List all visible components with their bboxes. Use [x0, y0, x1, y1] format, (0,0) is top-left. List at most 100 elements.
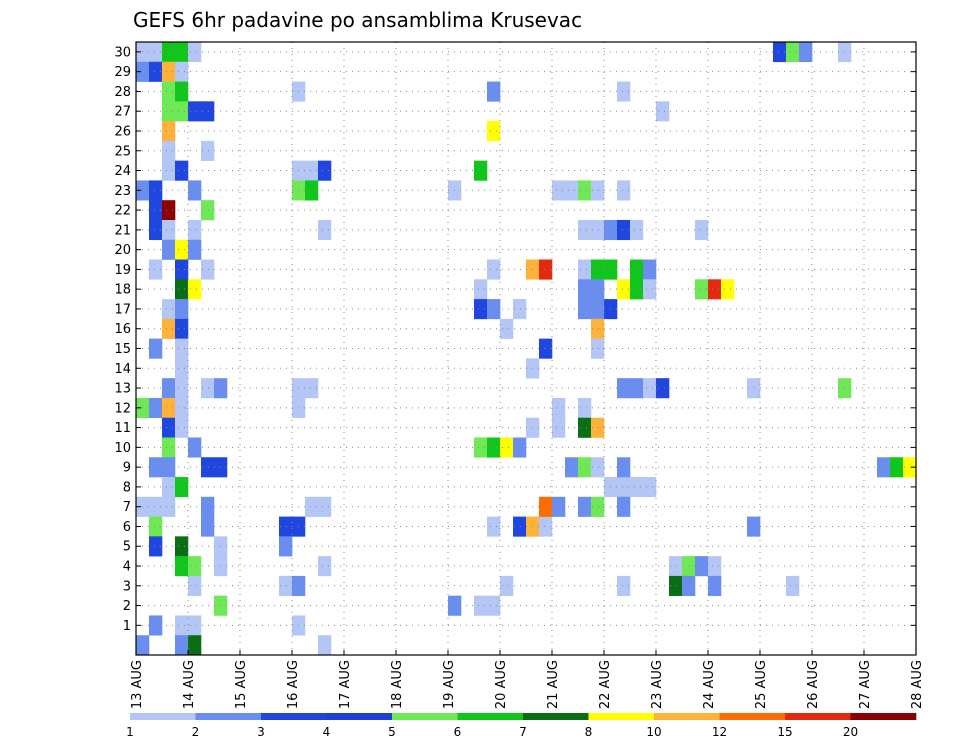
- heatmap-cell: [539, 259, 553, 280]
- colorbar-swatch: [326, 713, 393, 720]
- heatmap-cell: [591, 338, 605, 359]
- heatmap-cell: [279, 575, 293, 596]
- heatmap-cell: [175, 299, 189, 320]
- heatmap-cell: [175, 556, 189, 577]
- heatmap-cell: [786, 42, 800, 63]
- y-tick-label: 17: [114, 302, 131, 317]
- y-tick-label: 25: [114, 144, 131, 159]
- heatmap-cell: [162, 318, 176, 339]
- x-tick-label: 20 AUG: [494, 660, 509, 709]
- heatmap-cell: [188, 239, 202, 260]
- heatmap-cell: [591, 219, 605, 241]
- heatmap-cell: [474, 160, 488, 181]
- x-tick-label: 21 AUG: [546, 660, 561, 709]
- heatmap-cell: [708, 279, 722, 300]
- colorbar-label: 5: [388, 725, 396, 739]
- heatmap-cell: [877, 457, 891, 478]
- heatmap-cell: [695, 219, 709, 241]
- grid-lines: [136, 42, 916, 655]
- heatmap-cell: [552, 180, 566, 201]
- heatmap-cell: [708, 575, 722, 596]
- colorbar-swatch: [719, 713, 786, 720]
- heatmap-cell: [149, 536, 163, 557]
- heatmap-cell: [279, 516, 293, 537]
- heatmap-cell: [695, 556, 709, 577]
- y-tick-label: 23: [114, 184, 131, 199]
- heatmap-cell: [513, 437, 527, 458]
- heatmap-cell: [786, 575, 800, 596]
- heatmap-cell: [201, 378, 215, 399]
- heatmap-cell: [188, 42, 202, 63]
- y-tick-label: 27: [114, 105, 131, 120]
- heatmap-cell: [188, 180, 202, 201]
- colorbar-swatch: [457, 713, 524, 720]
- heatmap-cell: [591, 259, 605, 280]
- heatmap-cell: [149, 200, 163, 221]
- colorbar-label: 8: [585, 725, 593, 739]
- x-axis: 13 AUG 14 AUG 15 AUG 16 AUG 17 AUG 18 AUG 19 A…: [130, 650, 925, 709]
- heatmap-cell: [188, 615, 202, 636]
- colorbar-label: 6: [454, 725, 462, 739]
- heatmap-cell: [578, 219, 592, 241]
- heatmap-cell: [175, 536, 189, 557]
- y-tick-label: 30: [114, 45, 131, 60]
- y-tick-label: 13: [114, 382, 131, 397]
- heatmap-cell: [617, 477, 631, 498]
- heatmap-cell: [474, 437, 488, 458]
- heatmap-cell: [188, 279, 202, 300]
- heatmap-cell: [630, 279, 644, 300]
- colorbar-swatch: [785, 713, 851, 720]
- y-tick-label: 3: [123, 579, 131, 594]
- heatmap-cell: [591, 496, 605, 517]
- heatmap-cell: [318, 160, 332, 181]
- colorbar: 1 2 3 4 5 6 7 8 10 12 15 20: [126, 713, 917, 739]
- heatmap-cell: [578, 180, 592, 201]
- heatmap-cell: [630, 378, 644, 399]
- heatmap-cell: [773, 42, 787, 63]
- heatmap-cell: [591, 318, 605, 339]
- heatmap-cell: [617, 378, 631, 399]
- x-tick-label: 13 AUG: [130, 660, 145, 709]
- y-tick-label: 18: [114, 283, 131, 298]
- heatmap-cell: [162, 477, 176, 498]
- y-tick-label: 28: [114, 85, 131, 100]
- heatmap-cell: [149, 180, 163, 201]
- heatmap-cell: [487, 437, 501, 458]
- heatmap-cell: [175, 81, 189, 102]
- heatmap-cell: [578, 299, 592, 320]
- colorbar-swatch: [392, 713, 458, 720]
- heatmap-cell: [617, 457, 631, 478]
- x-tick-label: 15 AUG: [234, 660, 249, 709]
- y-tick-label: 15: [114, 342, 131, 357]
- heatmap-cell: [591, 417, 605, 438]
- x-tick-label: 18 AUG: [390, 660, 405, 709]
- y-tick-label: 16: [114, 322, 131, 337]
- heatmap-cell: [617, 496, 631, 517]
- heatmap-cell: [591, 279, 605, 300]
- heatmap-cell: [318, 556, 332, 577]
- heatmap-cell: [591, 457, 605, 478]
- heatmap-cell: [617, 180, 631, 201]
- heatmap-cell: [578, 259, 592, 280]
- heatmap-cell: [487, 299, 501, 320]
- x-tick-label: 24 AUG: [702, 660, 717, 709]
- heatmap-cell: [539, 338, 553, 359]
- colorbar-label: 12: [712, 725, 727, 739]
- heatmap-cell: [695, 279, 709, 300]
- heatmap-cell: [175, 397, 189, 419]
- heatmap-cell: [500, 318, 514, 339]
- y-tick-label: 2: [123, 599, 131, 614]
- heatmap-cell: [565, 180, 579, 201]
- heatmap-cell: [201, 457, 215, 478]
- y-tick-label: 8: [123, 480, 131, 495]
- heatmap-cell: [669, 556, 683, 577]
- heatmap-cell: [175, 160, 189, 181]
- colorbar-swatch: [523, 713, 589, 720]
- y-tick-label: 6: [123, 520, 131, 535]
- heatmap-cell: [175, 417, 189, 438]
- heatmap-cell: [188, 556, 202, 577]
- heatmap-cell: [175, 635, 189, 656]
- heatmap-cell: [175, 477, 189, 498]
- heatmap-cell: [175, 239, 189, 260]
